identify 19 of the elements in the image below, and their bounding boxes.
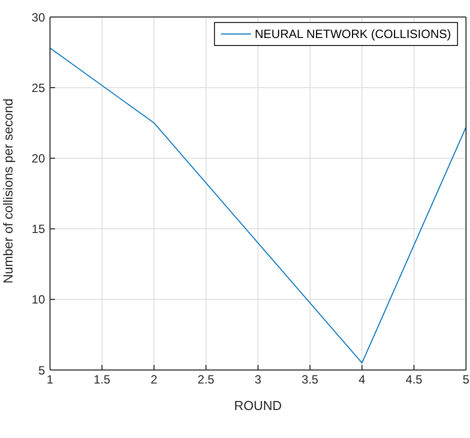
y-axis-title: Number of collisions per second: [0, 98, 16, 284]
x-tick-label: 2.5: [198, 372, 215, 387]
legend-label: NEURAL NETWORK (COLLISIONS): [254, 27, 451, 41]
x-tick-label: 3.5: [302, 372, 319, 387]
x-tick-label: 1: [46, 372, 54, 387]
y-tick-label: 15: [32, 222, 46, 236]
y-tick-label: 30: [32, 10, 46, 24]
y-tick-label: 25: [32, 80, 46, 95]
x-tick-label: 4.5: [406, 372, 423, 387]
y-tick-label: 20: [32, 151, 46, 166]
y-tick-label: 10: [32, 292, 46, 307]
x-tick-label: 3: [254, 372, 262, 387]
x-tick-label: 2: [150, 372, 158, 387]
y-tick-label: 5: [38, 363, 46, 378]
x-axis-title: ROUND: [234, 398, 282, 413]
x-tick-label: 4: [358, 372, 366, 387]
x-tick-label: 1.5: [94, 372, 111, 387]
x-tick-label: 5: [462, 372, 470, 387]
line-series: [50, 48, 466, 364]
